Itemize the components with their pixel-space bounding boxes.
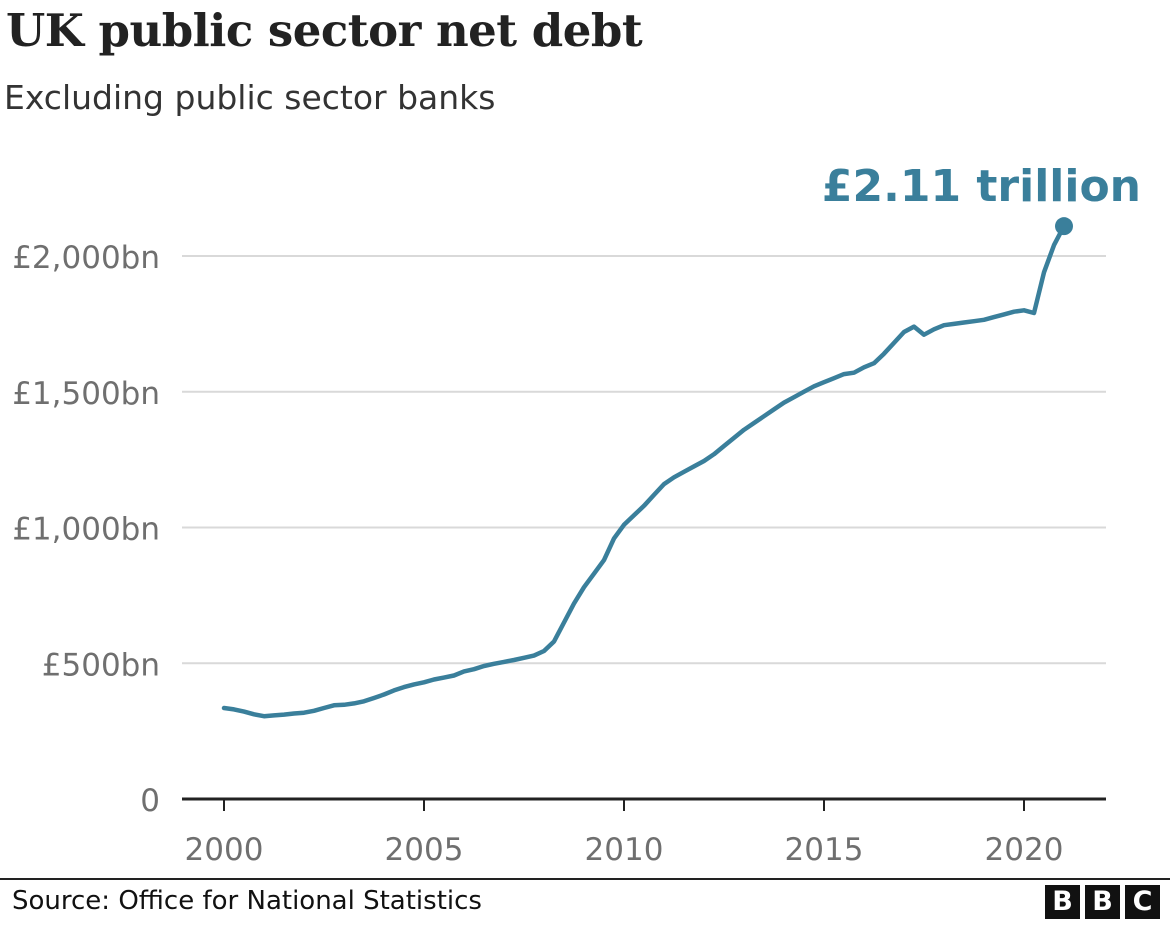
line-chart: 0 £500bn £1,000bn £1,500bn £2,000bn 2000 2005… [12,161,1141,868]
gridlines [182,255,1106,801]
y-tick-label: £1,500bn [12,376,160,412]
y-tick-label: £1,000bn [12,512,160,548]
x-tick-label: 2010 [585,832,664,868]
footer-divider [0,878,1170,880]
x-tick-label: 2000 [185,832,264,868]
bbc-logo-letter-2: B [1085,885,1120,919]
chart-subtitle: Excluding public sector banks [4,78,496,117]
x-tick-label: 2015 [785,832,864,868]
series-line [221,223,1067,719]
series-layer [221,217,1073,719]
y-tick-label: £500bn [42,647,160,683]
endpoint-marker [1055,217,1073,236]
annotation-label: £2.11 trillion [822,161,1141,212]
x-tick-label: 2020 [985,832,1064,868]
bbc-logo: B B C [1045,885,1160,919]
chart-title: UK public sector net debt [6,4,643,57]
y-tick-label: 0 [140,783,160,819]
x-tick-label: 2005 [385,832,464,868]
source-note: Source: Office for National Statistics [12,886,482,916]
x-axis-tick-labels: 2000 2005 2010 2015 2020 [185,799,1064,868]
bbc-logo-letter-3: C [1125,885,1160,919]
y-axis-tick-labels: 0 £500bn £1,000bn £1,500bn £2,000bn [12,240,160,819]
y-tick-label: £2,000bn [12,240,160,276]
bbc-logo-letter-1: B [1045,885,1080,919]
